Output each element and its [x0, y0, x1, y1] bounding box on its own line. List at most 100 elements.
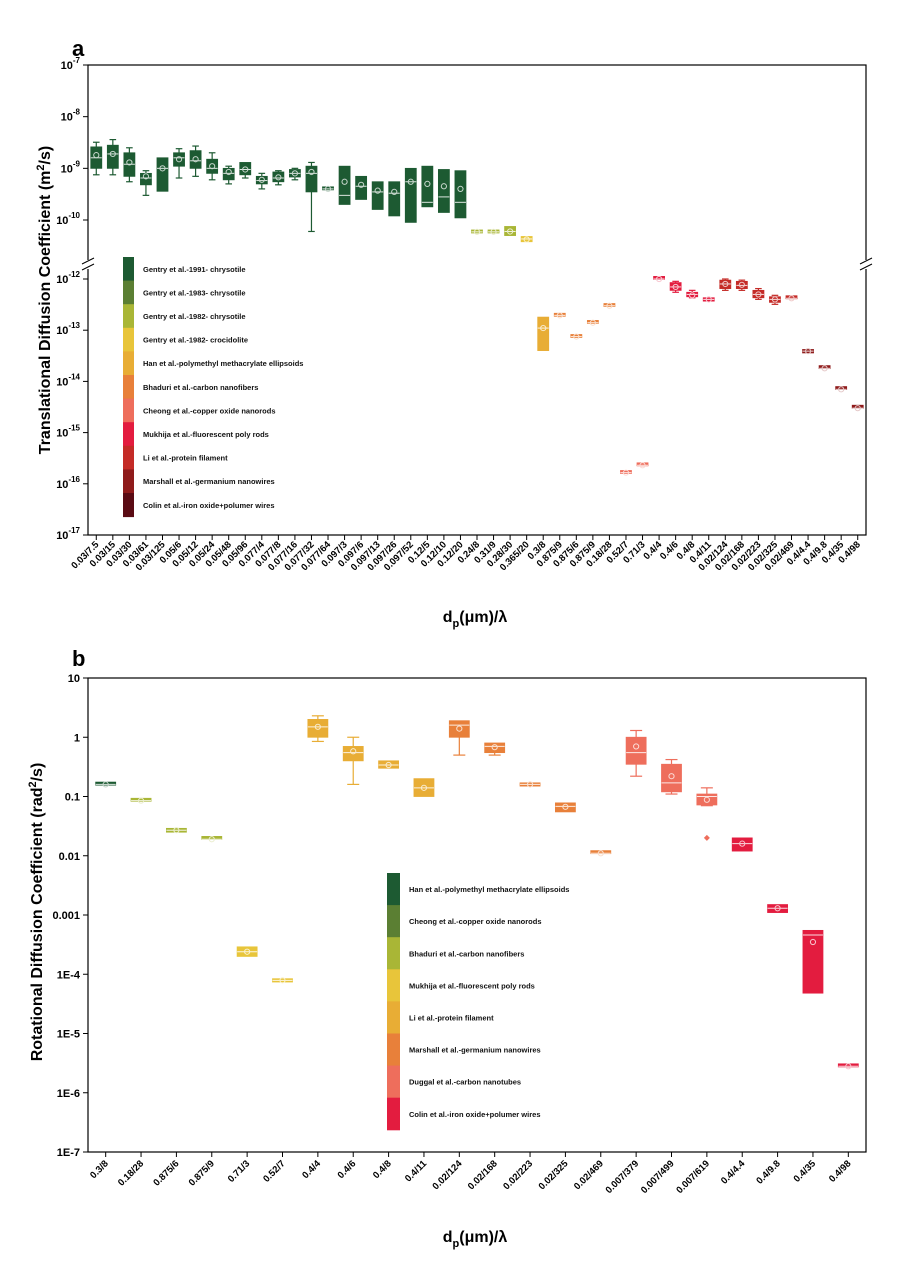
- legend-label: Han et al.-polymethyl methacrylate ellip…: [143, 359, 303, 368]
- box-mean-marker: [755, 291, 762, 298]
- box: [222, 167, 235, 181]
- box-mean-marker: [562, 803, 569, 810]
- x-tick-label: 0.02/124: [431, 1158, 465, 1192]
- box-mean-marker: [589, 319, 596, 326]
- box: [625, 736, 647, 765]
- legend-swatch: [123, 422, 134, 447]
- box: [448, 720, 470, 738]
- x-tick-label: 0.875/9: [187, 1158, 217, 1188]
- x-tick-label: 0.3/8: [88, 1158, 111, 1181]
- box: [404, 167, 417, 223]
- legend-label: Han et al.-polymethyl methacrylate ellip…: [409, 885, 569, 894]
- box-mean-marker: [424, 180, 431, 187]
- panel-letter-a: a: [72, 36, 85, 61]
- x-tick-label: 0.4/4.4: [719, 1158, 748, 1187]
- box-mean-marker: [597, 850, 604, 857]
- box-mean-marker: [473, 228, 481, 235]
- legend-a: Gentry et al.-1991- chrysotile Gentry et …: [123, 257, 303, 518]
- box-mean-marker: [175, 156, 183, 163]
- box-mean-marker: [845, 1063, 852, 1070]
- box-mean-marker: [703, 796, 710, 803]
- box-mean-marker: [540, 324, 547, 332]
- box-mean-marker: [788, 295, 795, 302]
- box: [484, 742, 506, 754]
- box: [454, 170, 467, 219]
- box: [696, 793, 718, 806]
- box-mean-marker: [407, 178, 414, 185]
- legend-label: Duggal et al.-carbon nanotubes: [409, 1078, 521, 1087]
- y-tick-label: 10: [68, 673, 80, 685]
- box-mean-marker: [809, 938, 817, 946]
- x-tick-label: 0.007/379: [604, 1158, 642, 1196]
- box-mean-marker: [242, 166, 249, 173]
- box-mean-marker: [142, 173, 150, 180]
- box-mean-marker: [209, 163, 216, 170]
- legend-swatch: [387, 905, 400, 938]
- y-tick-label: 10-10: [56, 211, 80, 227]
- x-tick-label: 0.02/168: [466, 1158, 500, 1192]
- x-ticks-b: 0.3/8 0.18/28 0.875/6 0.875/9 0.71/3 0.52/7 0.…: [88, 1152, 853, 1196]
- legend-swatch: [387, 1001, 400, 1034]
- box: [338, 165, 351, 205]
- box-mean-marker: [774, 905, 781, 912]
- panel-b: b Rotational Diffusion Coefficient (rad2…: [27, 646, 867, 1250]
- legend-label: Mukhija et al.-fluorescent poly rods: [409, 981, 535, 990]
- legend-swatch: [123, 398, 134, 423]
- box-mean-marker: [821, 365, 828, 372]
- box-mean-marker: [358, 181, 365, 188]
- legend-label: Marshall et al.-germanium nanowires: [409, 1046, 541, 1055]
- y-tick-label: 1: [74, 732, 80, 744]
- box-mean-marker: [705, 296, 712, 303]
- boxes-b: [95, 715, 859, 1070]
- box-mean-marker: [126, 159, 133, 166]
- plot-frame-a: [87, 64, 867, 536]
- y-tick-label: 10-9: [61, 159, 81, 175]
- box-mean-marker: [440, 183, 447, 190]
- box-mean-marker: [771, 296, 779, 303]
- legend-swatch: [123, 375, 134, 400]
- box: [437, 169, 450, 213]
- box-mean-marker: [854, 405, 861, 412]
- x-tick-label: 0.875/6: [151, 1158, 181, 1188]
- legend-swatch: [123, 445, 134, 470]
- box: [371, 181, 384, 210]
- legend-swatch: [387, 1097, 400, 1131]
- legend-label: Gentry et al.-1991- chrysotile: [143, 265, 246, 274]
- y-tick-label: 10-13: [56, 321, 80, 337]
- y-tick-label: 1E-7: [57, 1147, 80, 1159]
- box-mean-marker: [374, 187, 381, 194]
- box: [156, 157, 169, 192]
- box: [322, 186, 334, 191]
- box-mean-marker: [738, 281, 745, 288]
- y-tick-label: 10-8: [61, 108, 81, 124]
- box: [555, 802, 576, 813]
- box: [553, 312, 566, 317]
- y-tick-label: 1E-4: [57, 969, 81, 981]
- box-mean-marker: [385, 761, 392, 769]
- legend-label: Gentry et al.-1982- crocidolite: [143, 336, 248, 345]
- x-ticks-a: 0.03/7.50.03/150.03/300.03/610.03/1250.0…: [69, 535, 863, 573]
- box-mean-marker: [507, 228, 514, 235]
- box-mean-marker: [491, 744, 498, 751]
- x-tick-label: 0.71/3: [226, 1158, 252, 1184]
- box-outlier: [703, 834, 710, 841]
- legend-label: Li et al.-protein filament: [409, 1013, 494, 1022]
- legend-label: Colin et al.-iron oxide+polumer wires: [143, 501, 274, 510]
- boxes-a: [90, 138, 864, 476]
- box: [307, 719, 329, 738]
- legend-label: Bhaduri et al.-carbon nanofibers: [143, 383, 258, 392]
- y-tick-label: 1E-5: [57, 1029, 80, 1041]
- box: [661, 763, 682, 793]
- box-mean-marker: [739, 840, 746, 847]
- box: [272, 171, 285, 183]
- x-tick-label: 0.18/28: [116, 1158, 146, 1188]
- box-mean-marker: [192, 156, 199, 163]
- y-axis-title-b: Rotational Diffusion Coefficient (rad2/s…: [27, 763, 46, 1062]
- box-mean-marker: [159, 165, 166, 172]
- legend-b: Han et al.-polymethyl methacrylate ellip…: [387, 873, 569, 1131]
- box-mean-marker: [102, 781, 109, 788]
- legend-swatch: [387, 1033, 400, 1067]
- x-axis-title-a: dp(μm)/λ: [443, 609, 508, 630]
- box-mean-marker: [324, 185, 332, 193]
